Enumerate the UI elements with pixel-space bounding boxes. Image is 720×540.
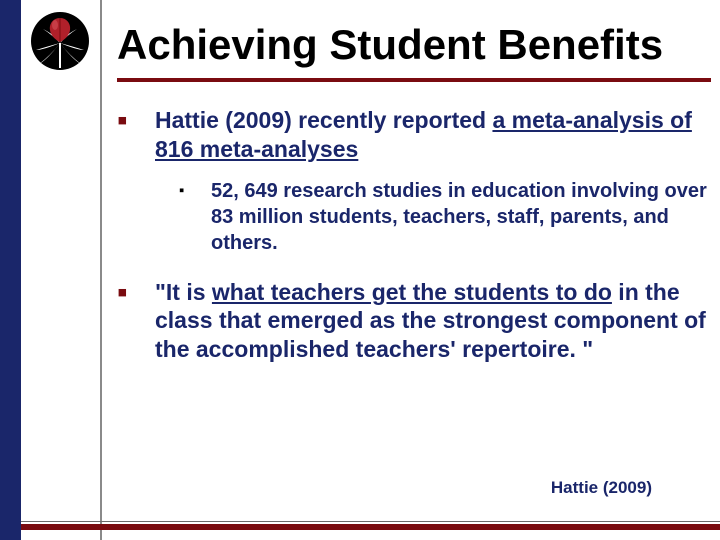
slide-title: Achieving Student Benefits	[117, 24, 663, 66]
sub-bullet-text: 52, 649 research studies in education in…	[211, 178, 707, 256]
bullet-level-1: ▪ "It is what teachers get the students …	[117, 278, 707, 364]
bullet-level-2: ▪ 52, 649 research studies in education …	[179, 178, 707, 256]
citation-text: Hattie (2009)	[0, 478, 652, 498]
title-underline	[117, 78, 711, 82]
footer-thin-rule	[21, 521, 720, 522]
square-bullet-icon: ▪	[117, 278, 155, 308]
text-run: "It is	[155, 279, 212, 305]
slide-body: ▪ Hattie (2009) recently reported a meta…	[117, 106, 707, 378]
left-accent-band	[0, 0, 21, 540]
footer-thick-rule	[21, 524, 720, 530]
text-run-underlined: what teachers get the students to do	[212, 279, 612, 305]
square-bullet-icon: ▪	[117, 106, 155, 136]
bullet-level-1: ▪ Hattie (2009) recently reported a meta…	[117, 106, 707, 164]
slide-logo	[29, 10, 91, 72]
slide: Achieving Student Benefits ▪ Hattie (200…	[0, 0, 720, 540]
vertical-divider	[100, 0, 102, 540]
square-bullet-icon: ▪	[179, 180, 211, 201]
bullet-text: "It is what teachers get the students to…	[155, 278, 707, 364]
bullet-text: Hattie (2009) recently reported a meta-a…	[155, 106, 707, 164]
text-run: Hattie (2009) recently reported	[155, 107, 492, 133]
